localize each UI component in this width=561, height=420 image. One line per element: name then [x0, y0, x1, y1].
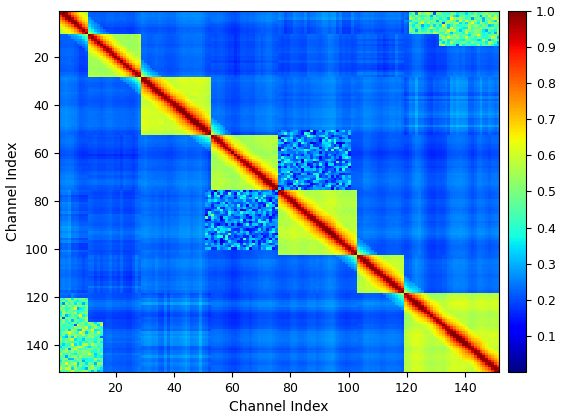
X-axis label: Channel Index: Channel Index	[229, 400, 329, 415]
Y-axis label: Channel Index: Channel Index	[6, 142, 20, 241]
